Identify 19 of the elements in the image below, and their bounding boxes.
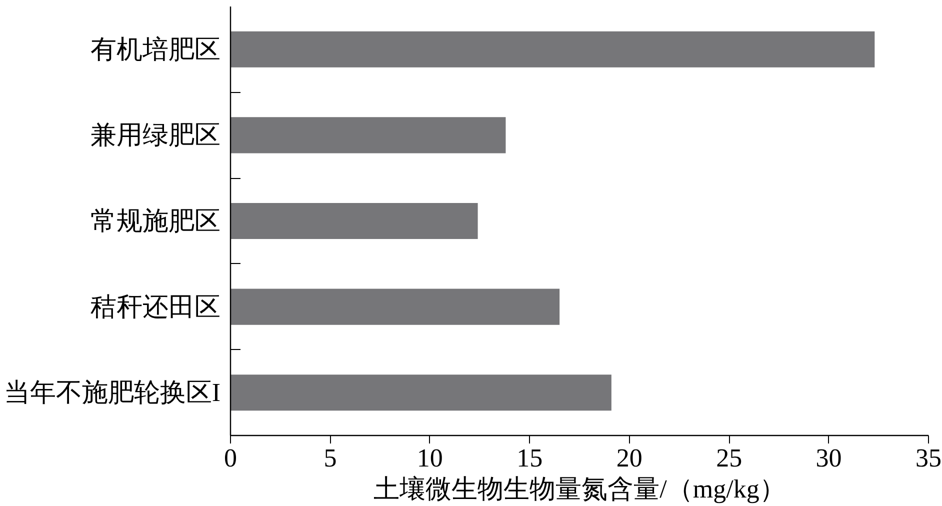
x-tick-label: 10: [416, 444, 443, 472]
x-tick-label: 0: [224, 444, 237, 472]
bar: [230, 288, 560, 325]
y-tick-label: 有机培肥区: [90, 34, 220, 64]
x-axis-title: 土壤微生物生物量氮含量/（mg/kg）: [374, 474, 786, 504]
y-tick-label: 兼用绿肥区: [90, 120, 220, 150]
bar: [230, 202, 478, 240]
x-tick-label: 5: [324, 444, 337, 472]
x-tick-label: 15: [516, 444, 543, 472]
bar: [230, 31, 875, 68]
x-tick-label: 35: [916, 444, 942, 472]
x-tick-label: 25: [716, 444, 742, 472]
y-tick-label: 当年不施肥轮换区I: [4, 378, 221, 408]
x-tick-label: 30: [816, 444, 842, 472]
x-tick-label: 20: [616, 444, 642, 472]
y-tick-label: 常规施肥区: [90, 206, 220, 236]
y-tick-label: 秸秆还田区: [90, 292, 220, 322]
bar: [230, 117, 506, 154]
bar: [230, 374, 612, 411]
